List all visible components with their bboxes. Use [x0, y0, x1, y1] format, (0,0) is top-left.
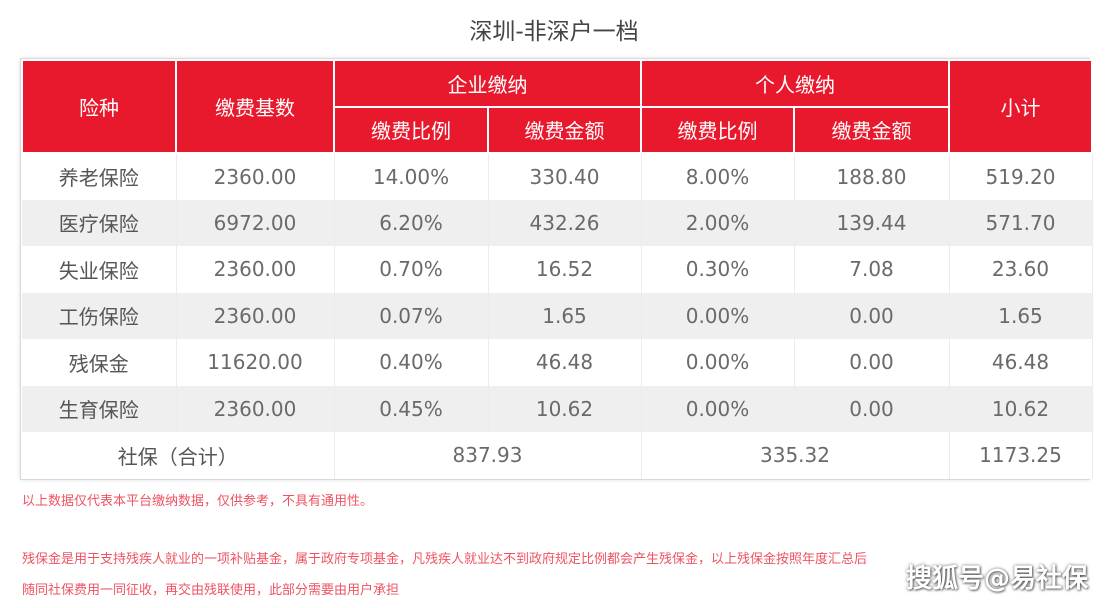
cell-company-rate: 6.20%	[334, 199, 489, 246]
cell-company-rate: 0.70%	[334, 246, 489, 293]
cell-personal-amount: 7.08	[794, 246, 950, 293]
cell-company-amount: 10.62	[488, 385, 642, 432]
header-personal-contribution: 个人缴纳	[640, 59, 950, 108]
total-personal: 335.32	[641, 432, 950, 479]
cell-company-rate: 0.45%	[334, 385, 489, 432]
cell-company-rate: 0.40%	[334, 339, 489, 386]
table-row: 养老保险 2360.00 14.00% 330.40 8.00% 188.80 …	[22, 153, 1093, 200]
cell-base: 11620.00	[176, 339, 335, 386]
total-company: 837.93	[334, 432, 642, 479]
cell-insurance-name: 医疗保险	[22, 199, 177, 246]
header-insurance-type: 险种	[21, 59, 177, 154]
cell-base: 2360.00	[176, 385, 335, 432]
cell-company-amount: 330.40	[488, 153, 642, 200]
cell-personal-rate: 0.30%	[641, 246, 795, 293]
table-row: 生育保险 2360.00 0.45% 10.62 0.00% 0.00 10.6…	[22, 385, 1093, 432]
header-personal-amount: 缴费金额	[793, 105, 950, 154]
disclaimer-note: 以上数据仅代表本平台缴纳数据，仅供参考，不具有通用性。	[22, 494, 374, 509]
cell-company-amount: 1.65	[488, 292, 642, 339]
cell-insurance-name: 生育保险	[22, 385, 177, 432]
cell-company-rate: 0.07%	[334, 292, 489, 339]
table-row: 医疗保险 6972.00 6.20% 432.26 2.00% 139.44 5…	[22, 199, 1093, 246]
total-label: 社保（合计）	[22, 432, 335, 479]
cell-subtotal: 46.48	[949, 339, 1093, 386]
header-personal-rate: 缴费比例	[640, 105, 795, 154]
cell-subtotal: 23.60	[949, 246, 1093, 293]
cell-personal-rate: 0.00%	[641, 339, 795, 386]
cell-insurance-name: 工伤保险	[22, 292, 177, 339]
cell-subtotal: 519.20	[949, 153, 1093, 200]
cell-base: 2360.00	[176, 292, 335, 339]
cell-company-amount: 432.26	[488, 199, 642, 246]
header-contribution-base: 缴费基数	[175, 59, 335, 154]
table-row: 工伤保险 2360.00 0.07% 1.65 0.00% 0.00 1.65	[22, 292, 1093, 339]
header-company-contribution: 企业缴纳	[333, 59, 642, 108]
watermark: 搜狐号@易社保	[906, 558, 1088, 595]
cell-personal-amount: 139.44	[794, 199, 950, 246]
cell-personal-rate: 8.00%	[641, 153, 795, 200]
social-insurance-table: 险种 缴费基数 企业缴纳 个人缴纳 小计 缴费比例 缴费金额 缴费比例 缴费金额…	[20, 58, 1093, 480]
cell-personal-amount: 0.00	[794, 292, 950, 339]
cell-insurance-name: 养老保险	[22, 153, 177, 200]
disability-fund-note: 残保金是用于支持残疾人就业的一项补贴基金，属于政府专项基金，凡残疾人就业达不到政…	[22, 552, 868, 567]
cell-personal-amount: 0.00	[794, 339, 950, 386]
header-subtotal: 小计	[948, 59, 1093, 154]
cell-personal-amount: 0.00	[794, 385, 950, 432]
disability-fund-note-cont: 随同社保费用一同征收，再交由残联使用，此部分需要由用户承担	[22, 583, 400, 598]
cell-company-rate: 14.00%	[334, 153, 489, 200]
cell-subtotal: 571.70	[949, 199, 1093, 246]
cell-company-amount: 46.48	[488, 339, 642, 386]
cell-base: 6972.00	[176, 199, 335, 246]
cell-personal-rate: 0.00%	[641, 292, 795, 339]
header-company-amount: 缴费金额	[487, 105, 642, 154]
cell-personal-amount: 188.80	[794, 153, 950, 200]
page-title: 深圳-非深户一档	[469, 19, 639, 45]
table-row: 残保金 11620.00 0.40% 46.48 0.00% 0.00 46.4…	[22, 339, 1093, 386]
total-row: 社保（合计） 837.93 335.32 1173.25	[22, 432, 1093, 479]
watermark-text: 搜狐号@易社保	[905, 564, 1088, 594]
cell-subtotal: 1.65	[949, 292, 1093, 339]
total-subtotal: 1173.25	[949, 432, 1093, 479]
cell-subtotal: 10.62	[949, 385, 1093, 432]
cell-personal-rate: 0.00%	[641, 385, 795, 432]
table-row: 失业保险 2360.00 0.70% 16.52 0.30% 7.08 23.6…	[22, 246, 1093, 293]
cell-personal-rate: 2.00%	[641, 199, 795, 246]
cell-base: 2360.00	[176, 153, 335, 200]
header-company-rate: 缴费比例	[333, 105, 489, 154]
cell-base: 2360.00	[176, 246, 335, 293]
cell-company-amount: 16.52	[488, 246, 642, 293]
cell-insurance-name: 残保金	[22, 339, 177, 386]
cell-insurance-name: 失业保险	[22, 246, 177, 293]
